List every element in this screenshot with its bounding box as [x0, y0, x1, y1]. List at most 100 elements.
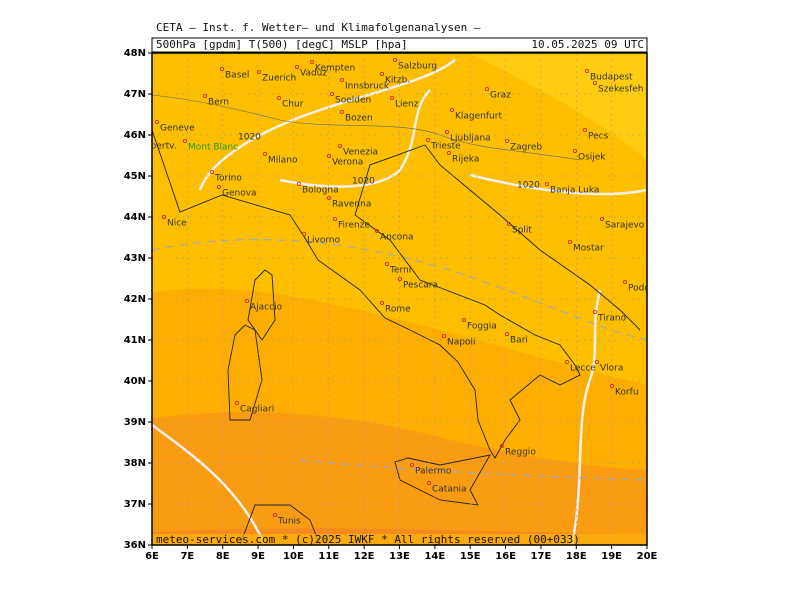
- city-label: Milano: [268, 156, 298, 166]
- lon-label: 8E: [216, 551, 230, 562]
- city-label: Rijeka: [452, 155, 479, 165]
- city-label: Geneve: [160, 124, 195, 134]
- header-title: CETA – Inst. f. Wetter– und Klimafolgena…: [156, 21, 481, 34]
- city-label: Tunis: [277, 517, 301, 527]
- city-label: Vaduz: [300, 69, 327, 79]
- header-params: 500hPa [gpdm] T(500) [degC] MSLP [hpa]: [156, 38, 408, 51]
- lon-label: 20E: [637, 551, 658, 562]
- city-dot: [389, 96, 394, 101]
- city-label: Szekesfeh: [598, 85, 644, 95]
- city-label: Podgorica: [628, 284, 672, 294]
- city-label: Klagenfurt: [455, 112, 502, 122]
- city-label: Mostar: [573, 244, 604, 254]
- city-label: Ravenna: [332, 200, 371, 210]
- city-label: Bern: [208, 98, 229, 108]
- city-dot: [202, 94, 207, 99]
- city-label: Firenze: [338, 221, 370, 231]
- city-label: Bozen: [345, 114, 373, 124]
- city-label: Rome: [385, 305, 411, 315]
- city-label: Bari: [510, 336, 528, 346]
- axes: 48N 47N 46N 45N 44N 43N 42N 41N 40N 39N 38N 37N 36N6…: [124, 48, 658, 562]
- city-dot: [600, 216, 605, 221]
- lat-label: 38N: [124, 458, 146, 469]
- city-label: Soelden: [335, 96, 371, 106]
- city-label: Sarajevo: [605, 221, 645, 231]
- city-dot: [397, 276, 402, 281]
- lat-label: 40N: [124, 376, 146, 387]
- lon-label: 7E: [180, 551, 194, 562]
- city-label: Zuerich: [262, 74, 296, 84]
- city-dot: [504, 331, 509, 336]
- city-label: Lecce: [570, 364, 596, 374]
- lon-label: 13E: [389, 551, 410, 562]
- city-dot: [461, 317, 466, 322]
- lon-label: 6E: [145, 551, 159, 562]
- city-label: Ajaccio: [250, 303, 283, 313]
- city-dot: [565, 359, 570, 364]
- lon-label: 16E: [495, 551, 516, 562]
- city-label: Foggia: [467, 322, 497, 332]
- city-dot: [585, 69, 590, 74]
- city-dot: [374, 228, 379, 233]
- city-dot: [154, 120, 159, 125]
- city-dot: [339, 78, 344, 83]
- city-label: Korfu: [615, 388, 639, 398]
- city-dot: [425, 137, 430, 142]
- city-dot: [426, 480, 431, 485]
- city-dot: [262, 151, 267, 156]
- city-dot: [384, 261, 389, 266]
- isobar-label: 1020: [352, 177, 375, 187]
- city-label: Reggio: [505, 448, 536, 458]
- city-label: Pecs: [588, 132, 609, 142]
- city-label: Palermo: [415, 467, 452, 477]
- city-dot: [161, 214, 166, 219]
- lat-label: 36N: [124, 540, 146, 551]
- city-dot: [332, 216, 337, 221]
- city-label: Bologna: [302, 186, 339, 196]
- city-dot: [379, 300, 384, 305]
- lat-label: 42N: [124, 294, 146, 305]
- city-dot: [216, 184, 221, 189]
- isobar-label: 1020: [238, 133, 261, 143]
- city-label: Napoli: [447, 338, 475, 348]
- city-label: Genova: [222, 189, 257, 199]
- city-dot: [446, 150, 451, 155]
- isobars: [152, 59, 647, 545]
- grid: [152, 53, 647, 545]
- city-label: Basel: [225, 71, 249, 81]
- lon-label: 18E: [566, 551, 587, 562]
- lon-label: 9E: [251, 551, 265, 562]
- city-dot: [568, 239, 573, 244]
- city-dot: [484, 87, 489, 92]
- city-dot: [595, 359, 600, 364]
- city-label: Livorno: [307, 236, 341, 246]
- lat-label: 43N: [124, 253, 146, 264]
- city-dot: [339, 110, 344, 115]
- header-date: 10.05.2025 09 UTC: [531, 38, 644, 51]
- lat-label: 41N: [124, 335, 146, 346]
- city-dot: [329, 92, 334, 97]
- city-dot: [545, 181, 550, 186]
- city-label: Mont Blanc: [188, 143, 238, 153]
- lon-label: 12E: [354, 551, 375, 562]
- city-label: Kempten: [315, 64, 355, 74]
- city-dot: [441, 333, 446, 338]
- city-dot: [209, 169, 214, 174]
- city-label: Innsbruck: [345, 82, 390, 92]
- lon-label: 17E: [531, 551, 552, 562]
- city-label: Cagliari: [240, 405, 274, 415]
- city-label: Split: [512, 226, 532, 236]
- city-dot: [506, 221, 511, 226]
- city-label: Zagreb: [510, 143, 542, 153]
- lat-label: 47N: [124, 89, 146, 100]
- city-label: Lienz: [395, 100, 419, 110]
- city-dot: [294, 65, 299, 70]
- city-dot: [272, 513, 277, 518]
- city-dot: [504, 138, 509, 143]
- lat-label: 48N: [124, 48, 146, 59]
- lon-label: 19E: [601, 551, 622, 562]
- city-dot: [379, 72, 384, 77]
- lat-label: 44N: [124, 212, 146, 223]
- city-label: Nice: [167, 219, 187, 229]
